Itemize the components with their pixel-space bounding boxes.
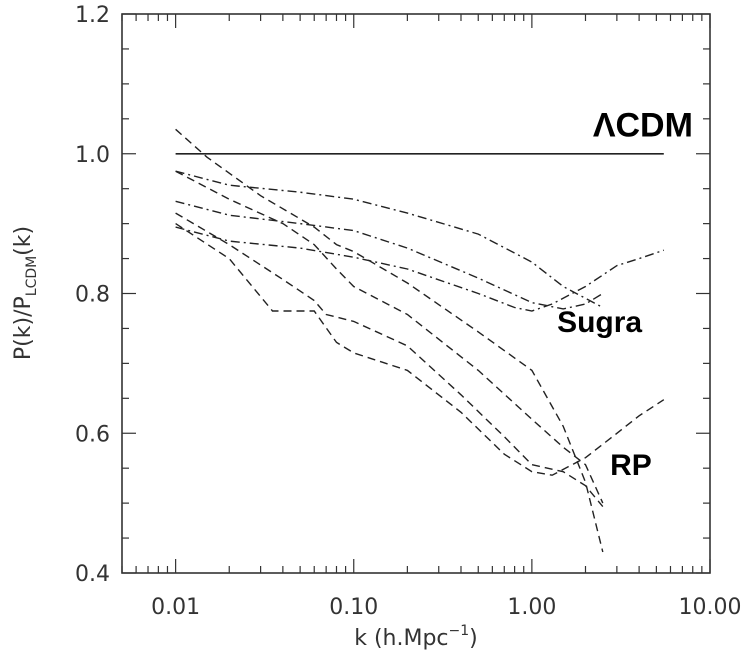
x-tick-label: 10.00 (679, 595, 742, 620)
annotation-rp: RP (610, 449, 652, 482)
y-tick-label: 1.0 (75, 143, 110, 168)
x-axis-label-main: k (h.Mpc (354, 626, 448, 651)
y-tick-label: 1.2 (75, 3, 110, 28)
series-line-2 (175, 170, 604, 309)
plot-border (121, 13, 711, 574)
axis-ticks (121, 13, 711, 574)
series-line-5 (175, 128, 604, 553)
annotation-layer: ΛCDM Sugra RP (557, 106, 693, 482)
x-tick-label: 1.00 (507, 595, 556, 620)
series-line-7 (175, 212, 604, 508)
y-axis-label-end: (k) (11, 226, 36, 256)
y-tick-label: 0.6 (75, 422, 110, 447)
annotation-sugra: Sugra (557, 306, 642, 339)
x-axis-label-sup: −1 (449, 623, 470, 639)
x-axis-label: k (h.Mpc−1) (354, 623, 478, 651)
series-line-3 (175, 200, 604, 310)
series-line-6 (175, 170, 604, 504)
annotation-lcdm: ΛCDM (593, 106, 693, 144)
x-tick-label: 0.01 (151, 595, 200, 620)
series-layer (175, 128, 665, 553)
y-axis-label-sub: LCDM (24, 256, 40, 296)
y-tick-label: 0.4 (75, 562, 110, 587)
series-line-8 (175, 223, 665, 476)
plot-frame (121, 13, 711, 574)
x-axis-label-close: ) (469, 626, 478, 651)
x-tick-label: 0.10 (329, 595, 378, 620)
y-axis-label: P(k)/PLCDM(k) (11, 226, 40, 360)
tick-labels: 0.4 0.6 0.8 1.0 1.2 0.01 0.10 1.00 10.00 (75, 3, 741, 620)
series-line-4 (175, 226, 665, 312)
y-axis-label-main: P(k)/P (11, 296, 36, 360)
y-tick-label: 0.8 (75, 283, 110, 308)
